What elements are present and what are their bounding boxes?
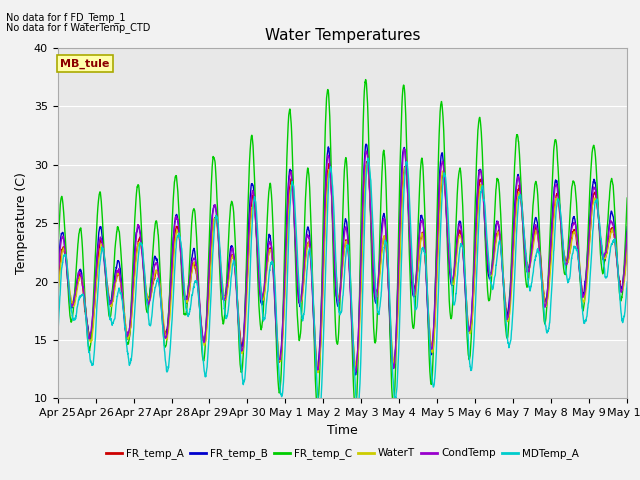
Y-axis label: Temperature (C): Temperature (C) <box>15 172 28 274</box>
Text: No data for f WaterTemp_CTD: No data for f WaterTemp_CTD <box>6 22 151 33</box>
Text: MB_tule: MB_tule <box>60 59 110 69</box>
Text: No data for f FD_Temp_1: No data for f FD_Temp_1 <box>6 12 126 23</box>
Legend: FR_temp_A, FR_temp_B, FR_temp_C, WaterT, CondTemp, MDTemp_A: FR_temp_A, FR_temp_B, FR_temp_C, WaterT,… <box>102 444 583 463</box>
Title: Water Temperatures: Water Temperatures <box>265 28 420 43</box>
X-axis label: Time: Time <box>327 424 358 437</box>
